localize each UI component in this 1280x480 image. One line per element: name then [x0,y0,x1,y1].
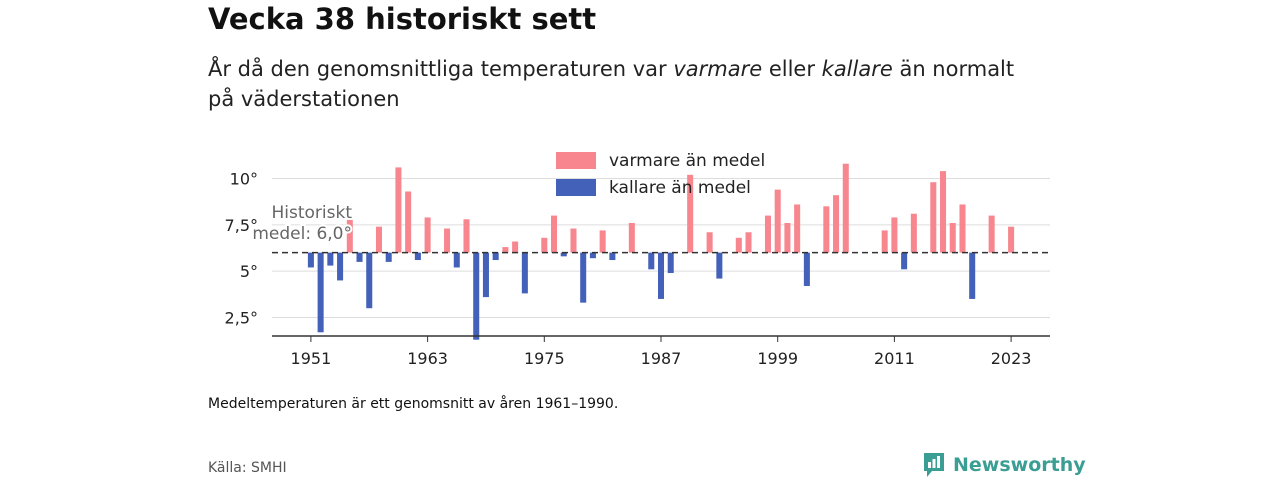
bar-1957 [366,252,373,309]
bar-2019 [969,252,976,299]
y-tick-label: 10° [230,170,258,189]
bar-1984 [628,222,635,253]
x-tick-label: 2023 [991,349,1032,368]
x-tick-label: 1975 [524,349,565,368]
bar-2017 [949,222,956,253]
bar-2006 [842,163,849,253]
x-tick-label: 1963 [407,349,448,368]
bar-1979 [580,252,587,303]
bar-1966 [453,252,460,268]
bar-1962 [414,252,421,261]
bar-1971 [502,247,509,253]
subtitle-part-2: eller [762,57,822,81]
bar-1960 [395,167,402,253]
bar-1959 [385,252,392,262]
bar-1963 [424,217,431,253]
bar-1987 [657,252,665,299]
bar-1996 [745,232,752,253]
bar-1976 [551,215,558,253]
bar-1995 [735,237,742,253]
chart-title: Vecka 38 historiskt sett [208,2,597,36]
bar-1982 [609,252,616,261]
bar-1980 [589,252,596,259]
bar-1965 [444,228,451,253]
bar-1998 [764,215,771,253]
bar-1970 [492,252,499,261]
newsworthy-brand[interactable]: Newsworthy [922,451,1086,479]
bar-1951 [307,252,314,268]
bars-group [307,163,1015,340]
footnote: Medeltemperaturen är ett genomsnitt av å… [208,396,619,412]
y-tick-label: 5° [240,262,258,281]
bar-1992 [706,232,713,253]
x-tick-label: 1987 [641,349,682,368]
x-tick-label: 1999 [757,349,798,368]
bar-2004 [823,206,830,253]
x-tick-label: 1951 [291,349,332,368]
legend-swatch-warm [556,152,596,169]
bar-1967 [463,219,470,253]
bar-2012 [901,252,908,270]
bar-1981 [599,230,606,253]
bar-2015 [930,182,937,253]
legend-label-cold: kallare än medel [609,178,751,198]
baseline-label: Historiskt [271,203,352,223]
bar-1958 [375,226,382,253]
bar-2011 [891,217,898,253]
bar-1961 [405,191,412,253]
bar-2013 [910,213,917,253]
y-gridlines [272,178,1050,318]
legend: varmare än medel kallare än medel [556,151,765,198]
bar-1956 [356,252,363,262]
legend-label-warm: varmare än medel [609,151,765,171]
chart-subtitle: År då den genomsnittliga temperaturen va… [208,54,1028,114]
bar-1954 [337,252,344,281]
y-tick-label: 7,5° [225,216,258,235]
bar-2016 [940,171,947,253]
legend-swatch-cold [556,179,596,196]
bar-2001 [794,204,801,253]
x-tick-label: 2011 [874,349,915,368]
source-label: Källa: SMHI [208,460,287,476]
bar-2018 [959,204,966,253]
bar-1978 [570,228,577,253]
bar-2000 [784,222,791,253]
subtitle-warm-word: varmare [673,57,763,81]
temperature-bar-chart: 2,5° 5° 7,5° 10° 1951 1963 1975 1987 1999 2011 20… [225,151,1050,368]
bar-1977 [560,252,567,257]
bar-1993 [716,252,723,279]
bar-1973 [521,252,528,294]
bar-1988 [667,252,674,274]
bar-1969 [482,252,489,298]
subtitle-part-1: År då den genomsnittliga temperaturen va… [208,57,674,81]
y-axis-labels: 2,5° 5° 7,5° 10° [225,170,258,328]
bar-2023 [1008,226,1015,253]
bar-2021 [988,215,995,253]
newsworthy-logo-icon [924,453,944,477]
bar-1999 [774,189,781,253]
bar-1975 [541,237,548,253]
bar-1968 [473,252,480,340]
bar-1972 [512,241,519,253]
bar-1953 [327,252,334,266]
x-axis: 1951 1963 1975 1987 1999 2011 2023 [272,335,1050,368]
bar-1955 [346,217,353,253]
bar-2005 [833,195,840,253]
bar-1986 [648,252,655,270]
subtitle-cold-word: kallare [821,57,893,81]
bar-1990 [687,174,694,253]
brand-name: Newsworthy [953,454,1086,476]
bar-2010 [881,230,888,253]
bar-2002 [803,252,810,286]
bar-1952 [317,252,324,333]
baseline-label: medel: 6,0° [252,224,352,244]
y-tick-label: 2,5° [225,308,258,327]
subtitle-part-3: än normalt på väderstationen [208,57,1015,111]
